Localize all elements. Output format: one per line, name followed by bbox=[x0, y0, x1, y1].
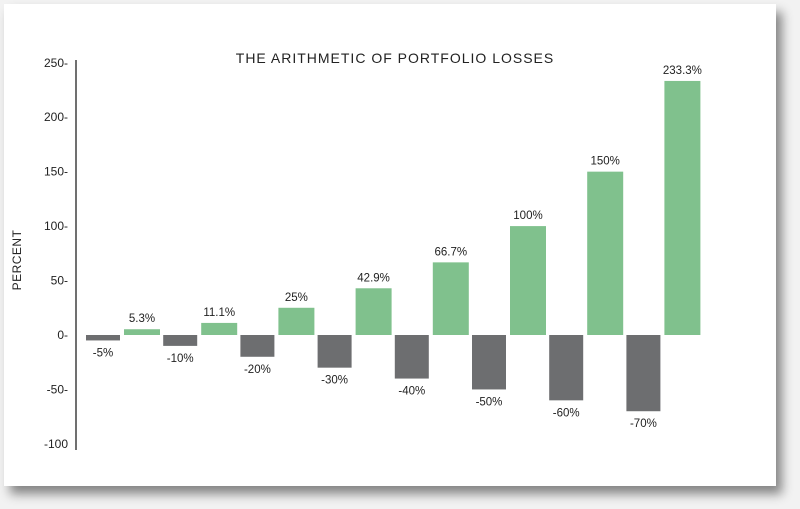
gain-data-label: 150% bbox=[590, 156, 619, 168]
y-tick-label: -50- bbox=[47, 382, 68, 396]
loss-bar bbox=[394, 335, 429, 379]
gain-bar bbox=[432, 262, 469, 335]
y-axis-ticks: 250- 200- 150- 100- 50- 0- -50- -100 bbox=[44, 56, 68, 451]
y-tick-label: 200- bbox=[44, 110, 68, 124]
gain-data-label: 5.3% bbox=[129, 313, 155, 325]
loss-data-label: -10% bbox=[167, 353, 194, 365]
loss-bar bbox=[163, 335, 198, 346]
gain-bar bbox=[664, 80, 701, 335]
gain-data-label: 11.1% bbox=[203, 307, 235, 319]
loss-data-label: -30% bbox=[321, 375, 348, 387]
data-labels-group: -5% 5.3% -10% 11.1% -20% 25% -30% 42.9% -40% 66.7… bbox=[93, 65, 702, 430]
gain-data-label: 25% bbox=[285, 292, 308, 304]
loss-data-label: -40% bbox=[398, 386, 425, 398]
loss-bar bbox=[472, 335, 506, 390]
bars-group bbox=[86, 80, 701, 412]
loss-data-label: -60% bbox=[553, 407, 580, 419]
gain-bar bbox=[510, 226, 546, 335]
loss-data-label: -70% bbox=[630, 418, 657, 430]
loss-bar bbox=[549, 335, 584, 401]
loss-data-label: -50% bbox=[476, 396, 503, 408]
y-tick-label: 100- bbox=[44, 219, 68, 233]
gain-data-label: 66.7% bbox=[434, 246, 467, 258]
y-tick-label: 250- bbox=[44, 56, 68, 70]
loss-bar bbox=[626, 335, 661, 412]
gain-bar bbox=[355, 288, 392, 335]
loss-bar bbox=[240, 335, 275, 357]
gain-bar bbox=[587, 171, 624, 335]
loss-data-label: -20% bbox=[244, 364, 271, 376]
loss-bar bbox=[86, 335, 120, 341]
gain-data-label: 42.9% bbox=[357, 272, 390, 284]
gain-bar bbox=[124, 329, 160, 335]
y-tick-label: 50- bbox=[51, 274, 68, 288]
loss-bar bbox=[317, 335, 352, 368]
y-tick-label: 150- bbox=[44, 165, 68, 179]
loss-data-label: -5% bbox=[93, 347, 113, 359]
gain-bar bbox=[201, 322, 238, 335]
chart-title: THE ARITHMETIC OF PORTFOLIO LOSSES bbox=[236, 50, 554, 66]
y-tick-label: 0- bbox=[57, 328, 68, 342]
gain-bar bbox=[278, 307, 315, 335]
y-axis-label: PERCENT bbox=[10, 229, 24, 290]
gain-data-label: 100% bbox=[513, 210, 542, 222]
y-tick-label: -100 bbox=[44, 437, 68, 451]
gain-data-label: 233.3% bbox=[663, 65, 702, 77]
